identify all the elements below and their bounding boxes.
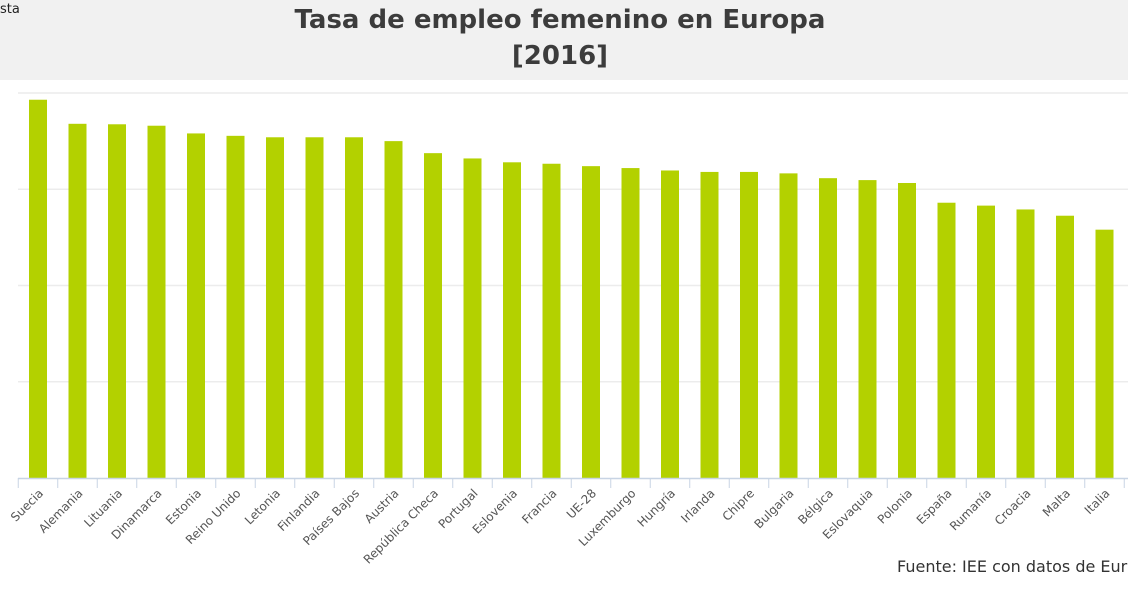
bar-bélgica bbox=[819, 178, 837, 478]
source-note: Fuente: IEE con datos de Eur bbox=[897, 557, 1128, 576]
bar-suecia bbox=[29, 99, 47, 479]
x-tick-label: Suecia bbox=[8, 486, 46, 524]
bar-austria bbox=[384, 141, 403, 478]
x-tick-label: Hungría bbox=[635, 486, 678, 529]
x-tick-label: Polonia bbox=[875, 486, 915, 526]
bar-eslovenia bbox=[503, 162, 521, 479]
chart-header: sta Tasa de empleo femenino en Europa [2… bbox=[0, 0, 1128, 80]
bar-italia bbox=[1095, 229, 1114, 478]
bar-hungría bbox=[661, 170, 679, 478]
bar-reino-unido bbox=[226, 135, 245, 479]
x-tick-label: Malta bbox=[1040, 486, 1073, 519]
bar-letonia bbox=[266, 137, 284, 478]
bar-ue-28 bbox=[582, 166, 600, 478]
bar-croacia bbox=[1016, 209, 1035, 478]
chart-title: Tasa de empleo femenino en Europa bbox=[294, 5, 826, 35]
x-tick-label: Francia bbox=[519, 486, 559, 526]
bar-bulgaria bbox=[779, 173, 798, 478]
bar-república-checa bbox=[424, 153, 442, 478]
bar-malta bbox=[1056, 215, 1074, 478]
x-tick-label: República Checa bbox=[361, 486, 441, 566]
corner-text: sta bbox=[0, 2, 20, 17]
bar-dinamarca bbox=[147, 125, 166, 478]
chart-subtitle-year: [2016] bbox=[511, 41, 609, 71]
bar-españa bbox=[937, 202, 956, 478]
x-tick-label: Chipre bbox=[720, 486, 757, 523]
bar-irlanda bbox=[700, 171, 719, 479]
bar-rumanía bbox=[977, 205, 995, 479]
bar-polonia bbox=[898, 182, 916, 478]
x-tick-label: Croacia bbox=[992, 486, 1034, 528]
x-tick-label: Austria bbox=[362, 486, 402, 526]
bar-luxemburgo bbox=[621, 168, 640, 478]
bar-estonia bbox=[187, 133, 205, 479]
x-tick-label: UE-28 bbox=[564, 486, 599, 521]
x-tick-label: Italia bbox=[1082, 486, 1113, 517]
bar-países-bajos bbox=[345, 137, 363, 478]
x-tick-label: Bulgaria bbox=[752, 486, 797, 531]
x-tick-label: Irlanda bbox=[678, 486, 717, 525]
bar-eslovaquia bbox=[858, 180, 877, 478]
bar-lituania bbox=[108, 124, 126, 478]
bar-chipre bbox=[740, 171, 758, 479]
x-tick-label: Rumanía bbox=[947, 486, 994, 533]
bar-alemania bbox=[68, 123, 87, 479]
bar-francia bbox=[542, 163, 561, 478]
bar-finlandia bbox=[305, 137, 324, 478]
bar-portugal bbox=[463, 158, 482, 478]
